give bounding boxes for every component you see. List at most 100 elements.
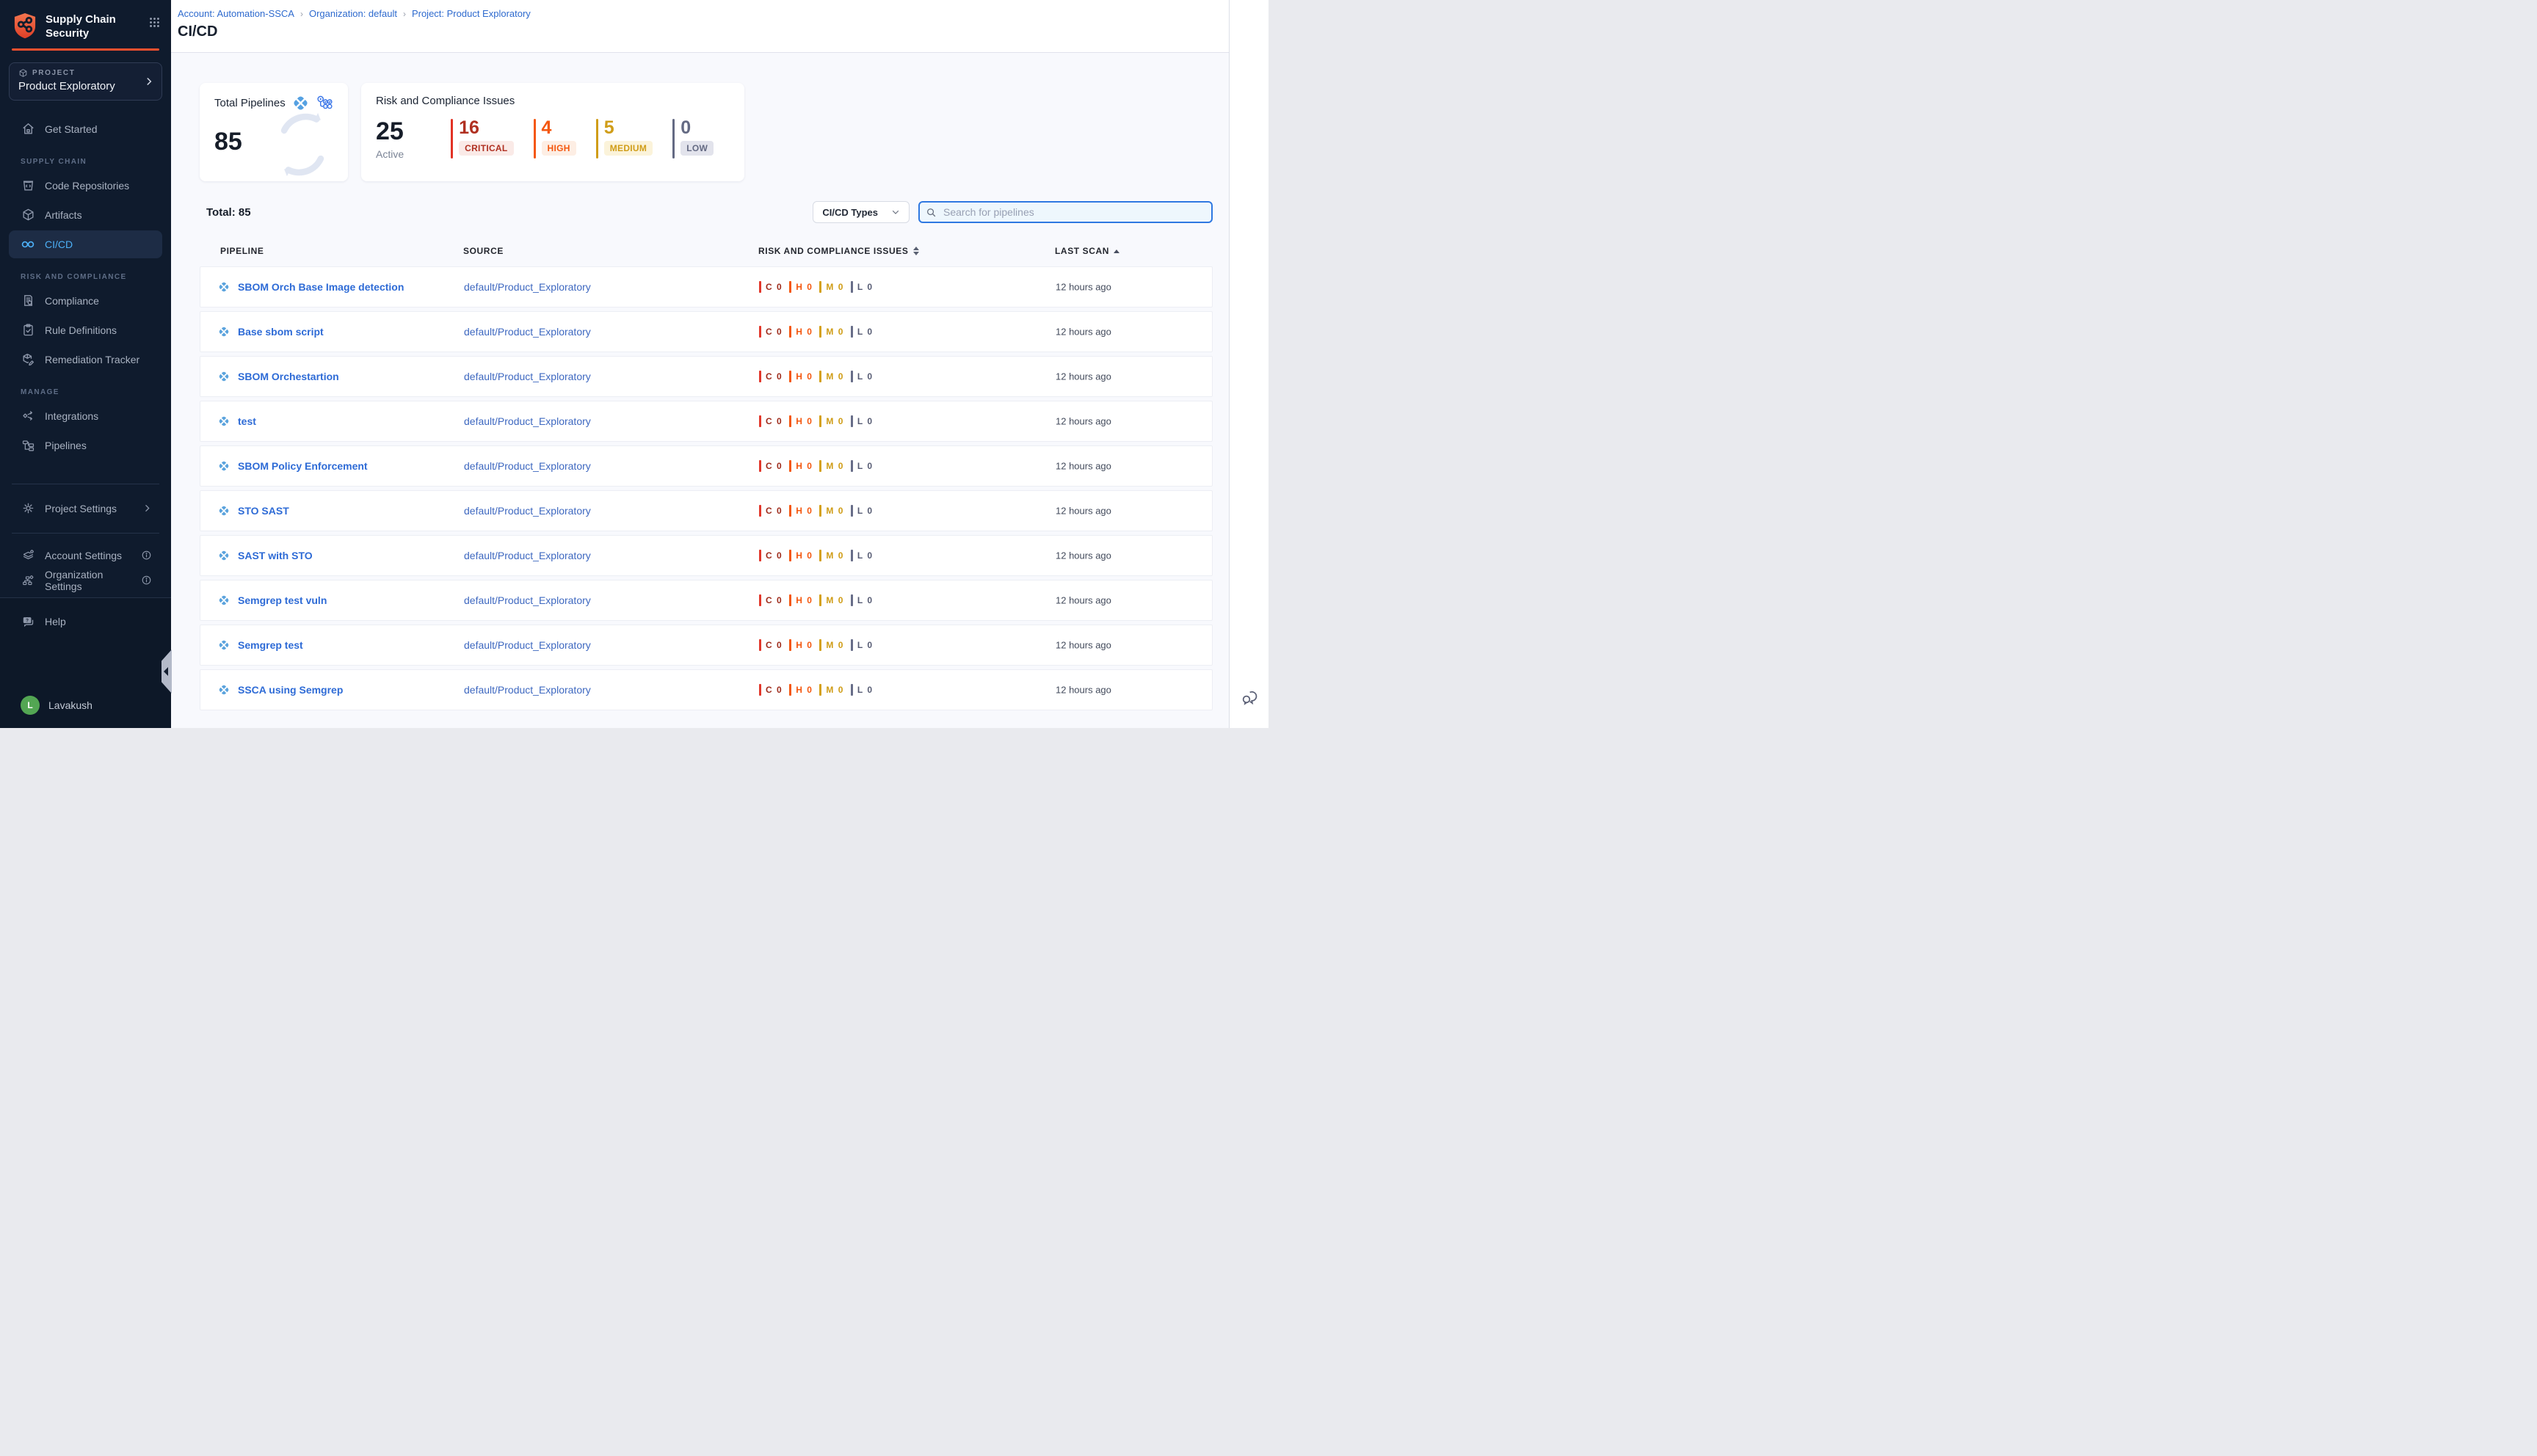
issue-chip: M 0 (819, 460, 844, 472)
issue-chip: C 0 (759, 639, 783, 651)
table-row[interactable]: Semgrep test vuln default/Product_Explor… (200, 580, 1213, 621)
breadcrumb-organization-link[interactable]: Organization: default (308, 8, 397, 19)
sidebar-item-rule-definitions[interactable]: Rule Definitions (9, 316, 162, 344)
issue-chip-bar (850, 415, 853, 427)
table-row[interactable]: SSCA using Semgrep default/Product_Explo… (200, 669, 1213, 710)
pipeline-name-link[interactable]: SAST with STO (238, 550, 313, 561)
pipeline-name-link[interactable]: SBOM Policy Enforcement (238, 460, 368, 472)
pipeline-graph-icon (316, 95, 333, 112)
last-scan-time: 12 hours ago (1056, 326, 1111, 338)
issue-chip: H 0 (789, 550, 813, 561)
issue-chip: H 0 (789, 639, 813, 651)
issue-chip-bar (759, 639, 761, 651)
issue-chip: M 0 (819, 550, 844, 561)
issue-chip-label: L 0 (857, 282, 874, 292)
breadcrumb-account-link[interactable]: Account: Automation-SSCA (178, 8, 294, 19)
search-input[interactable] (942, 205, 1205, 219)
sort-ascending-icon[interactable] (1114, 249, 1120, 253)
issue-chip-label: L 0 (857, 640, 874, 650)
breadcrumb: Account: Automation-SSCA › Organization:… (178, 8, 1229, 19)
breadcrumb-separator: › (402, 8, 406, 19)
sidebar-item-integrations[interactable]: Integrations (9, 402, 162, 430)
table-row[interactable]: SBOM Orchestartion default/Product_Explo… (200, 356, 1213, 397)
user-menu[interactable]: L Lavakush (9, 693, 162, 718)
issue-chip-label: L 0 (857, 685, 874, 695)
table-row[interactable]: SBOM Policy Enforcement default/Product_… (200, 445, 1213, 487)
pipeline-name-link[interactable]: STO SAST (238, 505, 289, 517)
sort-both-icon[interactable] (912, 247, 919, 255)
issue-chip-label: H 0 (796, 550, 813, 561)
issue-chip: C 0 (759, 281, 783, 293)
pipeline-name-link[interactable]: Semgrep test (238, 639, 303, 651)
issue-chip-bar (789, 415, 792, 427)
severity-value: 4 (541, 117, 552, 138)
table-row[interactable]: SAST with STO default/Product_Explorator… (200, 535, 1213, 576)
last-scan-time: 12 hours ago (1056, 460, 1111, 472)
help-chat-icon: ? (21, 614, 35, 629)
issue-chip: C 0 (759, 684, 783, 696)
module-grid-icon[interactable] (148, 16, 161, 29)
main-area: Account: Automation-SSCA › Organization:… (171, 0, 1229, 728)
pipeline-name-link[interactable]: SBOM Orch Base Image detection (238, 281, 404, 293)
sidebar-item-code-repositories[interactable]: Code Repositories (9, 172, 162, 200)
issue-chip-label: L 0 (857, 506, 874, 516)
total-pipelines-label: Total Pipelines (214, 97, 286, 109)
table-row[interactable]: Semgrep test default/Product_Exploratory… (200, 625, 1213, 666)
sidebar-item-organization-settings[interactable]: Organization Settings (9, 569, 162, 592)
issue-chip: C 0 (759, 505, 783, 517)
issue-chip: M 0 (819, 371, 844, 382)
sidebar-item-cicd[interactable]: CI/CD (9, 230, 162, 258)
last-scan-time: 12 hours ago (1056, 639, 1111, 651)
issue-chip-bar (789, 281, 792, 293)
issue-chip-group: C 0 H 0 M 0 L 0 (759, 505, 874, 517)
cicd-types-dropdown[interactable]: CI/CD Types (813, 201, 910, 223)
issue-chip-bar (759, 684, 761, 696)
chevron-right-icon (144, 76, 154, 87)
sidebar-item-compliance[interactable]: Compliance (9, 287, 162, 315)
info-icon[interactable] (141, 550, 152, 561)
issue-chip-bar (789, 684, 792, 696)
issue-chip-label: L 0 (857, 595, 874, 605)
last-scan-time: 12 hours ago (1056, 415, 1111, 427)
table-row[interactable]: test default/Product_Exploratory C 0 H 0 M… (200, 401, 1213, 442)
table-row[interactable]: SBOM Orch Base Image detection default/P… (200, 266, 1213, 307)
sidebar-item-remediation-tracker[interactable]: Remediation Tracker (9, 346, 162, 374)
sidebar-item-help[interactable]: ? Help (9, 608, 162, 635)
sidebar-item-artifacts[interactable]: Artifacts (9, 201, 162, 229)
issue-chip: L 0 (850, 550, 874, 561)
issue-chip: L 0 (850, 639, 874, 651)
chat-support-icon[interactable] (1240, 688, 1259, 707)
sidebar-item-account-settings[interactable]: Account Settings (9, 544, 162, 567)
refresh-cycle-watermark-icon (267, 111, 338, 178)
severity-bar (533, 119, 536, 159)
pipeline-name-link[interactable]: SSCA using Semgrep (238, 684, 344, 696)
issue-chip-bar (850, 326, 853, 338)
issue-chip-label: H 0 (796, 371, 813, 382)
sidebar-item-label: Get Started (45, 123, 98, 135)
total-pipelines-value: 85 (214, 128, 242, 156)
issue-chip-label: M 0 (826, 550, 844, 561)
pipeline-name-link[interactable]: test (238, 415, 256, 427)
issue-chip-bar (759, 281, 761, 293)
last-scan-time: 12 hours ago (1056, 684, 1111, 696)
issue-chip: L 0 (850, 371, 874, 382)
sidebar-section-supply-chain: SUPPLY CHAIN (21, 157, 87, 166)
pipeline-diamond-icon (292, 95, 309, 112)
sidebar-item-get-started[interactable]: Get Started (9, 115, 162, 143)
table-row[interactable]: STO SAST default/Product_Exploratory C 0… (200, 490, 1213, 531)
compliance-doc-icon (21, 294, 35, 308)
issue-chip-bar (850, 684, 853, 696)
sidebar-collapse-handle[interactable] (161, 649, 172, 694)
sidebar-item-pipelines[interactable]: Pipelines (9, 432, 162, 459)
pipeline-name-link[interactable]: SBOM Orchestartion (238, 371, 339, 382)
project-selector[interactable]: PROJECT Product Exploratory (9, 62, 162, 101)
info-icon[interactable] (141, 575, 152, 586)
breadcrumb-project-link[interactable]: Project: Product Exploratory (411, 8, 531, 19)
sidebar-item-project-settings[interactable]: Project Settings (9, 495, 162, 523)
pipeline-name-link[interactable]: Semgrep test vuln (238, 594, 327, 606)
active-issues-block: 25 Active (376, 119, 404, 160)
table-row[interactable]: Base sbom script default/Product_Explora… (200, 311, 1213, 352)
issue-chip: M 0 (819, 415, 844, 427)
severity-badge: MEDIUM (603, 141, 653, 156)
pipeline-name-link[interactable]: Base sbom script (238, 326, 324, 338)
